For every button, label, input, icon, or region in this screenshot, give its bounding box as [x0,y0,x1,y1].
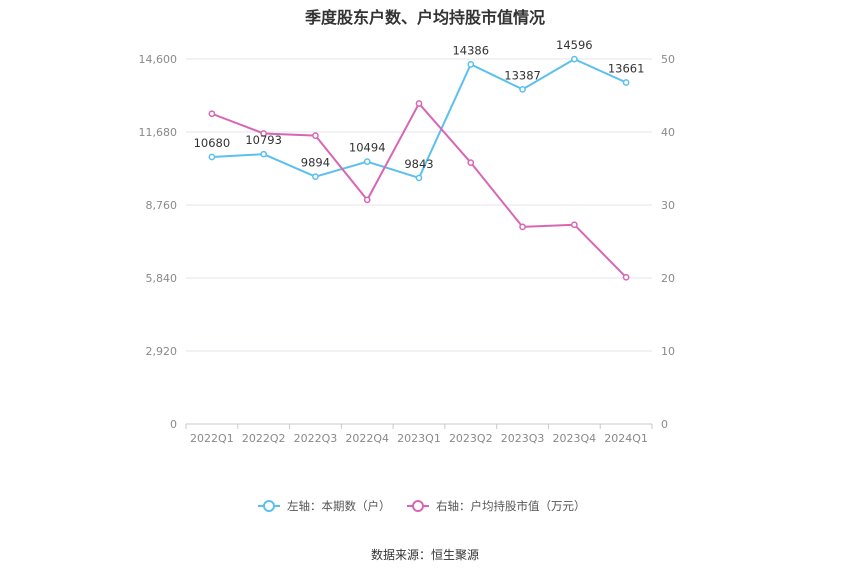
series [208,55,630,281]
households-data-label: 13387 [504,68,541,82]
households-data-label: 13661 [608,61,645,75]
series-line-avg-holding-value [211,101,627,278]
households-point [312,173,319,180]
right-axis-tick-label: 10 [661,345,675,358]
x-axis-tick-label: 2022Q1 [190,432,234,445]
legend-marker-swatch [412,500,424,512]
legend-marker-swatch [263,500,275,512]
households-data-label: 14386 [452,43,489,57]
left-axis-tick-label: 2,920 [146,345,178,358]
x-axis-tick-label: 2023Q4 [553,432,597,445]
left-axis-tick-label: 11,680 [139,126,178,139]
left-axis-tick-label: 14,600 [139,53,178,66]
avg-holding-value-point [363,196,371,204]
x-axis-tick-label: 2022Q3 [294,432,338,445]
legend-label: 左轴：本期数（户） [287,499,391,513]
left-axis-tick-label: 5,840 [146,272,178,285]
households-point [467,61,475,68]
households-data-label: 10793 [245,133,282,147]
x-axis-tick-label: 2022Q4 [345,432,389,445]
avg-holding-value-point [519,223,526,231]
households-point [260,150,268,158]
households-data-label: 9843 [404,157,433,171]
right-axis-tick-label: 0 [661,418,668,431]
avg-holding-value-point [622,273,630,281]
x-axis-tick-label: 2022Q2 [242,432,286,445]
avg-holding-value-point [312,132,319,139]
source-note: 数据来源：恒生聚源 [370,548,479,562]
households-point [570,55,578,63]
right-axis-tick-label: 50 [661,53,675,66]
households-data-label: 10680 [194,136,231,150]
households-point [208,153,216,161]
x-axis-tick-label: 2024Q1 [604,432,648,445]
x-axis-tick-label: 2023Q1 [397,432,441,445]
households-data-label: 9894 [301,156,330,170]
axes: 0 0 2,920 10 5,840 20 8,760 30 11,680 40 14,600 50 2… [139,53,676,445]
x-axis-tick-label: 2023Q2 [449,432,493,445]
chart-title: 季度股东户数、户均持股市值情况 [304,8,545,27]
households-point [519,85,526,93]
avg-holding-value-point [467,159,475,167]
avg-holding-value-point [415,100,423,107]
right-axis-tick-label: 20 [661,272,675,285]
right-axis-tick-label: 40 [661,126,675,139]
x-axis-tick-label: 2023Q3 [501,432,545,445]
legend: 左轴：本期数（户） 右轴：户均持股市值（万元） [258,499,586,513]
left-axis-tick-label: 8,760 [146,199,178,212]
avg-holding-value-point [570,221,578,229]
households-data-label: 10494 [349,141,386,155]
avg-holding-value-point [260,130,268,137]
legend-label: 右轴：户均持股市值（万元） [436,499,586,513]
left-axis-tick-label: 0 [170,418,177,431]
households-point [622,79,630,86]
data-labels: 10680 10793 9894 10494 9843 14386 13387 14596 13… [194,38,645,171]
households-data-label: 14596 [556,38,593,52]
avg-holding-value-point [208,110,216,118]
households-point [363,158,371,165]
right-axis-tick-label: 30 [661,199,675,212]
households-point [415,174,423,182]
